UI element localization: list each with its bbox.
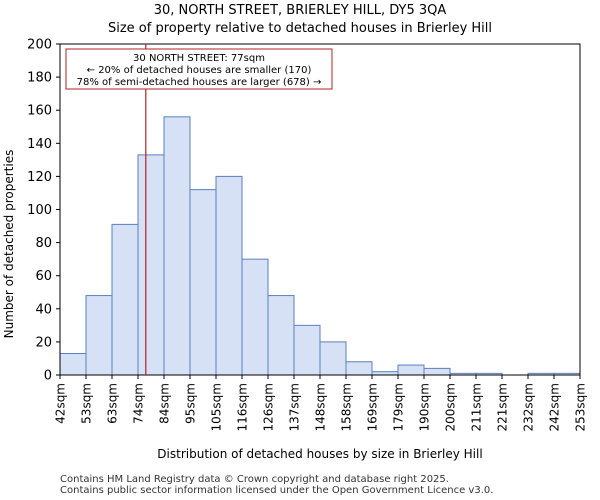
y-tick-label: 200	[27, 38, 52, 53]
y-tick-label: 80	[35, 236, 52, 251]
annotation-line: ← 20% of detached houses are smaller (17…	[87, 65, 312, 76]
chart-title: 30, NORTH STREET, BRIERLEY HILL, DY5 3QA	[153, 3, 447, 18]
annotation-line: 78% of semi-detached houses are larger (…	[77, 77, 322, 88]
bar	[267, 295, 295, 376]
y-tick-label: 40	[35, 302, 52, 317]
axes: 0 20 40 60 80 100 120 140 160 180 200 42sqm 53sqm 63s…	[27, 38, 587, 432]
bar	[215, 175, 243, 376]
bar	[241, 258, 269, 376]
x-axis-label: Distribution of detached houses by size …	[157, 447, 482, 461]
chart-subtitle: Size of property relative to detached ho…	[107, 21, 493, 36]
bar	[423, 367, 451, 376]
bar	[163, 116, 191, 376]
x-tick-label: 221sqm	[496, 383, 510, 431]
x-tick-label: 74sqm	[132, 383, 146, 424]
bar	[293, 324, 321, 376]
bar	[85, 295, 113, 376]
x-tick-label: 105sqm	[210, 383, 224, 431]
x-tick-label: 158sqm	[340, 383, 354, 431]
y-tick-label: 100	[27, 203, 52, 218]
footer-line-2: Contains public sector information licen…	[60, 485, 494, 496]
x-tick-label: 179sqm	[392, 383, 406, 431]
bar	[345, 361, 373, 376]
bar	[111, 223, 139, 376]
x-tick-label: 148sqm	[314, 383, 328, 431]
x-tick-label: 169sqm	[366, 383, 380, 431]
x-tick-label: 53sqm	[80, 383, 94, 424]
y-tick-label: 60	[35, 269, 52, 284]
annotation-line: 30 NORTH STREET: 77sqm	[133, 53, 265, 64]
bar	[59, 352, 87, 376]
x-tick-label: 200sqm	[444, 383, 458, 431]
x-tick-label: 137sqm	[288, 383, 302, 431]
bar	[319, 341, 347, 376]
y-tick-label: 120	[27, 170, 52, 185]
bar	[397, 364, 425, 376]
x-tick-label: 232sqm	[522, 383, 536, 431]
x-tick-label: 253sqm	[574, 383, 588, 431]
x-tick-label: 116sqm	[236, 383, 250, 431]
y-axis-label: Number of detached properties	[2, 150, 16, 339]
bars	[59, 116, 581, 376]
y-tick-label: 140	[27, 137, 52, 152]
y-tick-label: 0	[44, 369, 52, 384]
footer-line-1: Contains HM Land Registry data © Crown c…	[60, 474, 449, 485]
x-tick-label: 95sqm	[184, 383, 198, 424]
x-tick-label: 84sqm	[158, 383, 172, 424]
annotation-box	[65, 48, 333, 90]
y-tick-label: 160	[27, 104, 52, 119]
x-tick-label: 63sqm	[106, 383, 120, 424]
bar	[137, 154, 165, 376]
x-tick-label: 126sqm	[262, 383, 276, 431]
annotation: 30 NORTH STREET: 77sqm← 20% of detached …	[65, 48, 333, 90]
x-tick-label: 190sqm	[418, 383, 432, 431]
bar	[189, 189, 217, 376]
y-tick-label: 180	[27, 71, 52, 86]
x-tick-label: 211sqm	[470, 383, 484, 431]
x-tick-label: 42sqm	[54, 383, 68, 424]
y-tick-label: 20	[35, 335, 52, 350]
x-tick-label: 242sqm	[548, 383, 562, 431]
